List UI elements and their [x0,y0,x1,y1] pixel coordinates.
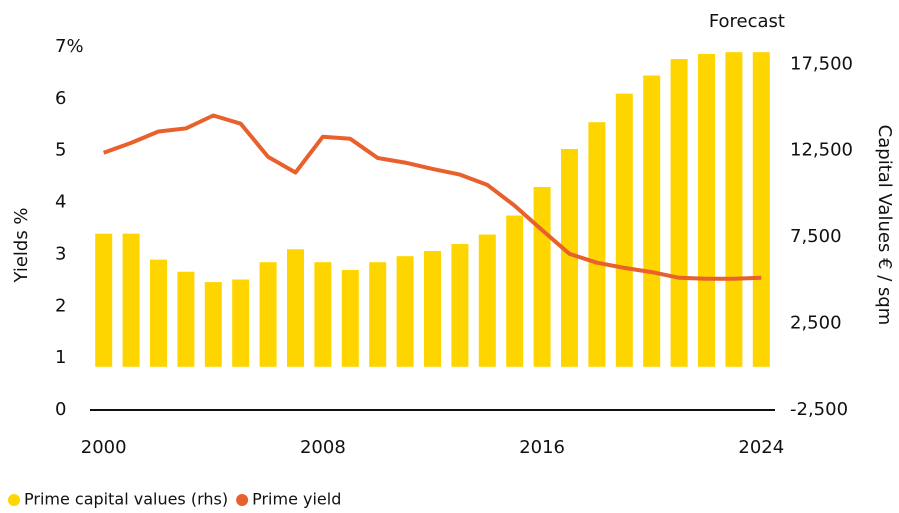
bar [451,244,469,367]
annotation: Forecast [709,11,785,32]
bar [177,271,195,367]
y-axis-label: Yields % [11,207,32,283]
bar [643,75,661,367]
y-tick-label: 0 [55,399,66,420]
bar [424,250,441,367]
y2-tick-label: 12,500 [790,140,853,161]
bar [478,234,496,367]
bar [287,249,304,367]
y-tick-label: 6 [55,88,66,109]
bar [506,215,524,367]
x-tick-label: 2016 [519,437,565,458]
bar [396,256,414,367]
y-tick-label: 2 [55,295,66,316]
bar [95,233,113,367]
x-tick-label: 2024 [738,437,784,458]
bar [588,122,606,367]
y2-tick-label: 2,500 [790,313,842,334]
bar [670,59,688,367]
legend-swatch [236,494,249,506]
line [103,113,762,281]
bar [725,52,743,367]
bar [150,259,167,367]
y2-tick-label: 7,500 [790,226,842,247]
bar [204,282,222,367]
bar [341,269,359,367]
bar [314,262,332,367]
bar [369,262,387,367]
bar [122,233,140,367]
bar [232,279,250,367]
x-tick-label: 2008 [300,437,346,458]
x-tick-label: 2000 [81,437,127,458]
legend-label: Prime yield [252,490,341,509]
y-tick-label: 7% [55,36,84,57]
bar [752,52,770,367]
y2-tick-label: -2,500 [790,399,848,420]
legend-label: Prime capital values (rhs) [24,490,228,509]
legend-swatch [8,494,20,506]
y2-axis-label: Capital Values € / sqm [874,125,895,326]
y-tick-label: 3 [55,243,66,264]
bar [259,262,277,367]
y-tick-label: 5 [55,140,66,161]
bar [615,93,633,367]
legend: Prime capital values (rhs) Prime yield [8,490,341,509]
bar [698,53,715,367]
y2-tick-label: 17,500 [790,53,853,74]
y-tick-label: 4 [55,192,66,213]
bar [533,187,551,367]
y-tick-label: 1 [55,347,66,368]
bar [561,148,578,367]
